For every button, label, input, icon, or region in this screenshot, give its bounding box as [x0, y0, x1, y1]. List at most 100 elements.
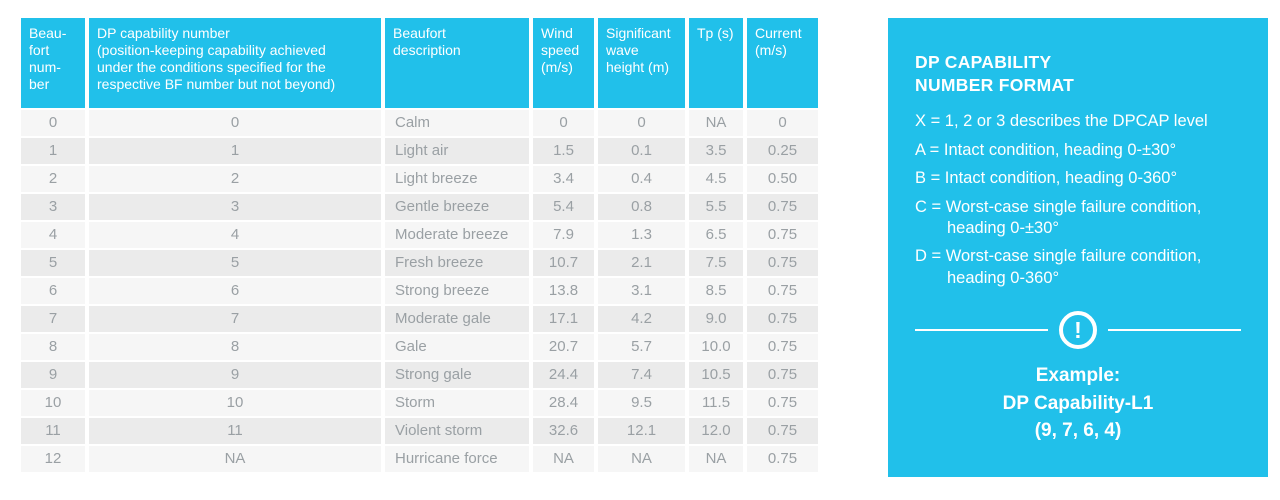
- table-cell: 0.75: [747, 446, 818, 472]
- table-cell: Fresh breeze: [385, 250, 529, 276]
- table-cell: 1.5: [533, 138, 594, 164]
- table-cell: 0: [89, 110, 381, 136]
- panel-title: DP CAPABILITY NUMBER FORMAT: [915, 52, 1075, 96]
- header-beaufort-description: Beaufort description: [385, 18, 529, 108]
- table-cell: 9: [21, 362, 85, 388]
- table-cell: 20.7: [533, 334, 594, 360]
- table-cell: NA: [89, 446, 381, 472]
- table-cell: 0.75: [747, 362, 818, 388]
- table-cell: 0.50: [747, 166, 818, 192]
- table-cell: 5.5: [689, 194, 743, 220]
- table-cell: 5: [89, 250, 381, 276]
- table-cell: 3.5: [689, 138, 743, 164]
- table-cell: 0.8: [598, 194, 685, 220]
- table-cell: 28.4: [533, 390, 594, 416]
- table-cell: 2: [89, 166, 381, 192]
- table-cell: 0.75: [747, 278, 818, 304]
- table-cell: Light breeze: [385, 166, 529, 192]
- table-cell: 5: [21, 250, 85, 276]
- format-item-x: X = 1, 2 or 3 describes the DPCAP level: [915, 112, 1208, 131]
- table-cell: 13.8: [533, 278, 594, 304]
- table-cell: 3: [89, 194, 381, 220]
- table-cell: 0: [598, 110, 685, 136]
- table-cell: Moderate gale: [385, 306, 529, 332]
- table-row: 11 11 Violent storm 32.6 12.1 12.0 0.75: [21, 418, 820, 444]
- table-cell: 7: [21, 306, 85, 332]
- table-cell: 5.7: [598, 334, 685, 360]
- table-cell: 3.1: [598, 278, 685, 304]
- table-cell: 4.5: [689, 166, 743, 192]
- table-row: 12 NA Hurricane force NA NA NA 0.75: [21, 446, 820, 472]
- table-cell: 1: [21, 138, 85, 164]
- table-cell: 0.25: [747, 138, 818, 164]
- example-numbers: (9, 7, 6, 4): [1034, 420, 1122, 442]
- table-cell: 0.75: [747, 334, 818, 360]
- table-cell: 10: [21, 390, 85, 416]
- table-cell: 3.4: [533, 166, 594, 192]
- table-cell: 0.1: [598, 138, 685, 164]
- table-row: 3 3 Gentle breeze 5.4 0.8 5.5 0.75: [21, 194, 820, 220]
- table-cell: Light air: [385, 138, 529, 164]
- table-row: 0 0 Calm 0 0 NA 0: [21, 110, 820, 136]
- table-cell: 8: [89, 334, 381, 360]
- table-row: 10 10 Storm 28.4 9.5 11.5 0.75: [21, 390, 820, 416]
- table-row: 6 6 Strong breeze 13.8 3.1 8.5 0.75: [21, 278, 820, 304]
- divider-line-left: [915, 329, 1048, 332]
- divider-line-right: [1108, 329, 1241, 332]
- table-row: 8 8 Gale 20.7 5.7 10.0 0.75: [21, 334, 820, 360]
- header-beaufort-number: Beau- fort num- ber: [21, 18, 85, 108]
- table-cell: Storm: [385, 390, 529, 416]
- table-cell: 0: [533, 110, 594, 136]
- table-cell: 9.0: [689, 306, 743, 332]
- table-cell: 6.5: [689, 222, 743, 248]
- table-cell: 1: [89, 138, 381, 164]
- table-cell: 12.1: [598, 418, 685, 444]
- example-name: DP Capability-L1: [1002, 392, 1154, 414]
- table-cell: 6: [89, 278, 381, 304]
- table-cell: 12.0: [689, 418, 743, 444]
- table-cell: Moderate breeze: [385, 222, 529, 248]
- table-cell: NA: [598, 446, 685, 472]
- table-cell: 8.5: [689, 278, 743, 304]
- table-row: 2 2 Light breeze 3.4 0.4 4.5 0.50: [21, 166, 820, 192]
- exclamation-icon: !: [1059, 311, 1097, 350]
- table-cell: 2.1: [598, 250, 685, 276]
- table-cell: 10.7: [533, 250, 594, 276]
- table-cell: 0.75: [747, 306, 818, 332]
- table-cell: 3: [21, 194, 85, 220]
- table-cell: 12: [21, 446, 85, 472]
- table-cell: 0.75: [747, 222, 818, 248]
- table-cell: 2: [21, 166, 85, 192]
- example-block: Example: DP Capability-L1 (9, 7, 6, 4): [915, 362, 1241, 445]
- table-cell: 0.4: [598, 166, 685, 192]
- format-item-d: D = Worst-case single failure condition,…: [915, 247, 1202, 287]
- table-cell: 0.75: [747, 390, 818, 416]
- table-cell: 9.5: [598, 390, 685, 416]
- table-cell: 9: [89, 362, 381, 388]
- format-item-a: A = Intact condition, heading 0-±30°: [915, 140, 1177, 159]
- table-cell: 0: [747, 110, 818, 136]
- table-cell: 32.6: [533, 418, 594, 444]
- table-cell: Strong breeze: [385, 278, 529, 304]
- format-item-c: C = Worst-case single failure condition,…: [915, 197, 1202, 237]
- panel-items: X = 1, 2 or 3 describes the DPCAP level …: [915, 111, 1241, 289]
- header-tp: Tp (s): [689, 18, 743, 108]
- table-header-row: Beau- fort num- ber DP capability number…: [21, 18, 820, 108]
- table-cell: 24.4: [533, 362, 594, 388]
- table-cell: 10: [89, 390, 381, 416]
- table-cell: 11: [89, 418, 381, 444]
- table-cell: 7.9: [533, 222, 594, 248]
- table-cell: 8: [21, 334, 85, 360]
- format-item-b: B = Intact condition, heading 0-360°: [915, 169, 1178, 188]
- table-cell: 17.1: [533, 306, 594, 332]
- table-cell: 5.4: [533, 194, 594, 220]
- table-cell: NA: [689, 446, 743, 472]
- table-cell: 7: [89, 306, 381, 332]
- table-cell: Gentle breeze: [385, 194, 529, 220]
- table-row: 4 4 Moderate breeze 7.9 1.3 6.5 0.75: [21, 222, 820, 248]
- table-cell: NA: [533, 446, 594, 472]
- table-cell: 10.0: [689, 334, 743, 360]
- table-cell: Strong gale: [385, 362, 529, 388]
- dp-capability-format-panel: DP CAPABILITY NUMBER FORMAT X = 1, 2 or …: [888, 18, 1268, 477]
- table-cell: 0: [21, 110, 85, 136]
